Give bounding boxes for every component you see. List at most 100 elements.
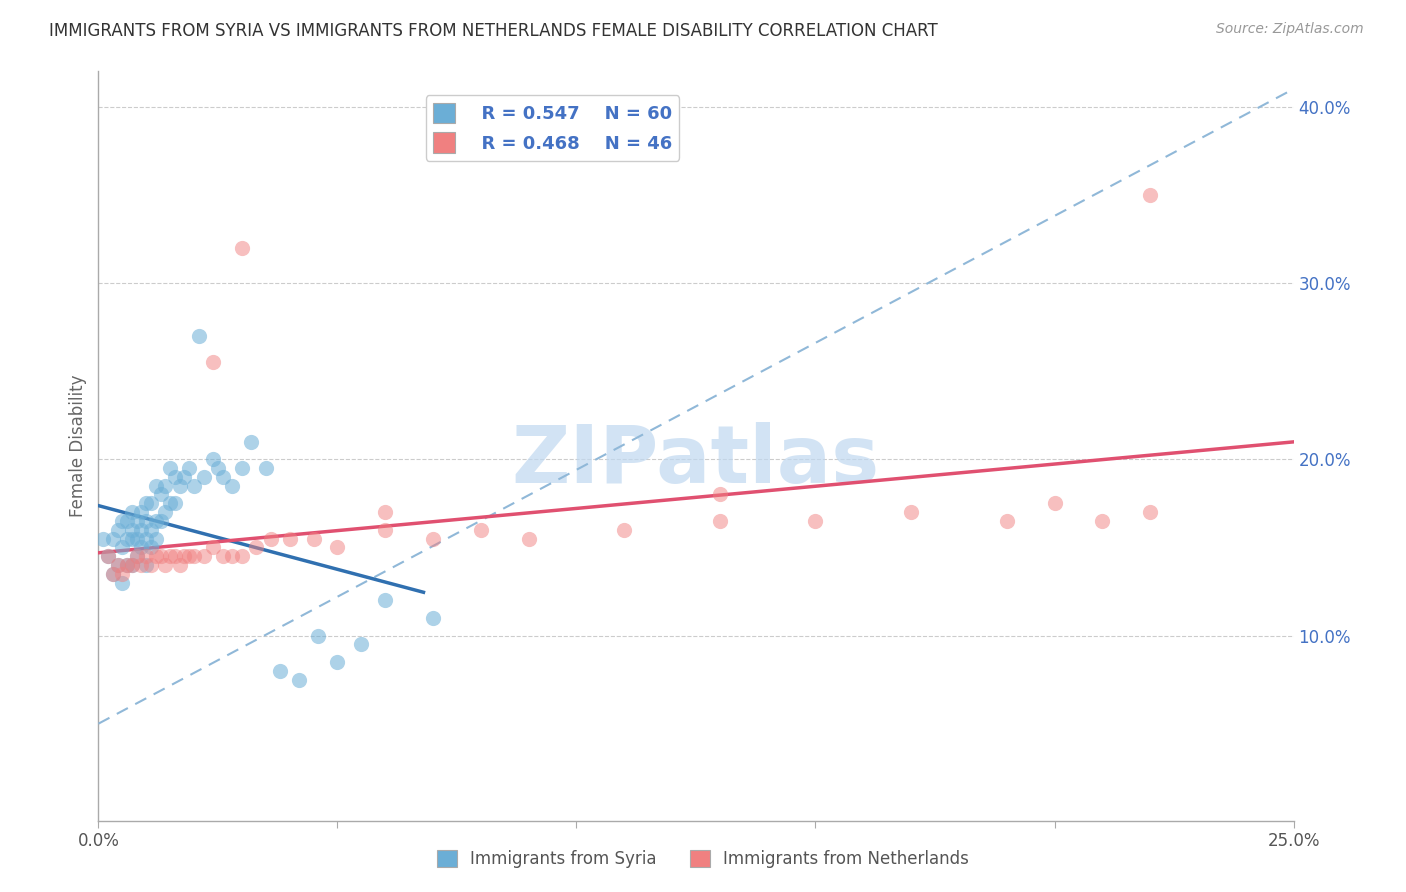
Point	[139, 496, 162, 510]
Point	[91, 532, 114, 546]
Point	[269, 664, 291, 678]
Point	[202, 541, 225, 555]
Point	[254, 461, 277, 475]
Point	[131, 558, 153, 572]
Point	[145, 549, 167, 564]
Legend: Immigrants from Syria, Immigrants from Netherlands: Immigrants from Syria, Immigrants from N…	[430, 843, 976, 875]
Point	[155, 505, 177, 519]
Point	[111, 575, 134, 590]
Point	[193, 470, 215, 484]
Point	[111, 566, 134, 581]
Point	[211, 470, 233, 484]
Point	[97, 549, 120, 564]
Point	[101, 566, 124, 581]
Point	[145, 532, 167, 546]
Point	[221, 478, 243, 492]
Point	[135, 549, 157, 564]
Point	[240, 434, 263, 449]
Point	[145, 478, 167, 492]
Point	[709, 487, 731, 501]
Point	[125, 532, 148, 546]
Y-axis label: Female Disability: Female Disability	[69, 375, 87, 517]
Text: ZIPatlas: ZIPatlas	[512, 422, 880, 500]
Point	[139, 558, 162, 572]
Point	[1091, 514, 1114, 528]
Point	[1043, 496, 1066, 510]
Point	[121, 523, 143, 537]
Point	[231, 461, 253, 475]
Point	[155, 478, 177, 492]
Point	[288, 673, 311, 687]
Point	[470, 523, 492, 537]
Point	[183, 478, 205, 492]
Point	[159, 549, 181, 564]
Point	[422, 611, 444, 625]
Point	[121, 558, 143, 572]
Point	[159, 496, 181, 510]
Point	[231, 241, 253, 255]
Point	[326, 655, 349, 669]
Point	[149, 514, 172, 528]
Point	[278, 532, 301, 546]
Point	[179, 549, 201, 564]
Point	[173, 470, 195, 484]
Point	[183, 549, 205, 564]
Text: IMMIGRANTS FROM SYRIA VS IMMIGRANTS FROM NETHERLANDS FEMALE DISABILITY CORRELATI: IMMIGRANTS FROM SYRIA VS IMMIGRANTS FROM…	[49, 22, 938, 40]
Point	[179, 461, 201, 475]
Point	[135, 514, 157, 528]
Point	[245, 541, 267, 555]
Point	[135, 496, 157, 510]
Point	[207, 461, 229, 475]
Point	[155, 558, 177, 572]
Point	[202, 452, 225, 467]
Point	[121, 532, 143, 546]
Point	[517, 532, 540, 546]
Point	[125, 549, 148, 564]
Point	[145, 514, 167, 528]
Point	[101, 532, 124, 546]
Point	[231, 549, 253, 564]
Point	[202, 355, 225, 369]
Point	[101, 566, 124, 581]
Point	[111, 514, 134, 528]
Point	[139, 541, 162, 555]
Point	[374, 505, 396, 519]
Point	[900, 505, 922, 519]
Point	[163, 496, 186, 510]
Point	[307, 628, 329, 642]
Point	[149, 487, 172, 501]
Point	[125, 549, 148, 564]
Legend:   R = 0.547    N = 60,   R = 0.468    N = 46: R = 0.547 N = 60, R = 0.468 N = 46	[426, 95, 679, 161]
Point	[135, 558, 157, 572]
Point	[193, 549, 215, 564]
Point	[139, 523, 162, 537]
Point	[107, 558, 129, 572]
Point	[804, 514, 827, 528]
Point	[173, 549, 195, 564]
Point	[259, 532, 281, 546]
Point	[131, 541, 153, 555]
Point	[163, 549, 186, 564]
Point	[131, 505, 153, 519]
Point	[374, 593, 396, 607]
Point	[326, 541, 349, 555]
Point	[131, 523, 153, 537]
Point	[302, 532, 325, 546]
Point	[111, 541, 134, 555]
Point	[121, 558, 143, 572]
Point	[995, 514, 1018, 528]
Point	[159, 461, 181, 475]
Point	[169, 478, 191, 492]
Point	[1139, 187, 1161, 202]
Point	[107, 523, 129, 537]
Point	[169, 558, 191, 572]
Point	[115, 532, 138, 546]
Point	[97, 549, 120, 564]
Point	[115, 558, 138, 572]
Point	[709, 514, 731, 528]
Point	[135, 532, 157, 546]
Point	[125, 514, 148, 528]
Point	[422, 532, 444, 546]
Point	[115, 514, 138, 528]
Point	[374, 523, 396, 537]
